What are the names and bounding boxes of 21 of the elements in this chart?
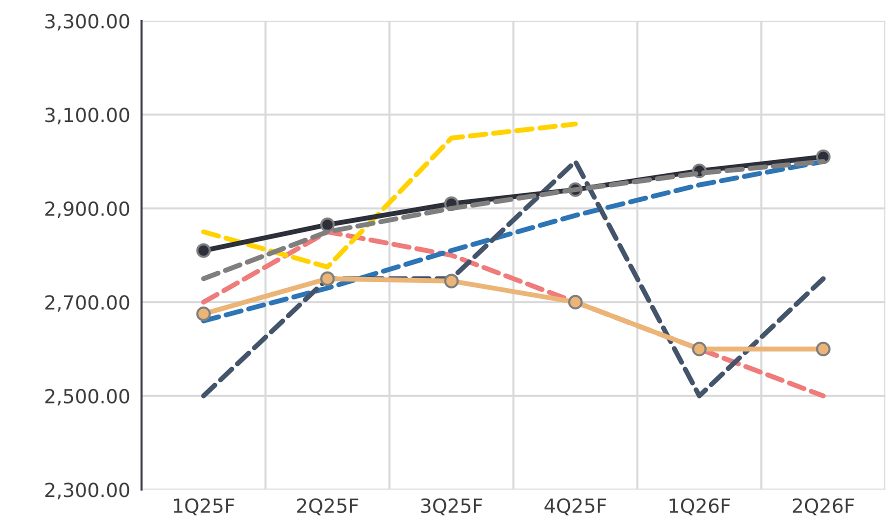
point	[196, 243, 211, 258]
y-tick-label: 2,900.00	[45, 201, 130, 218]
x-tick-label: 1Q26F	[670, 498, 730, 516]
y-tick-label: 2,300.00	[45, 482, 130, 500]
y-tick-label: 3,300.00	[45, 14, 130, 31]
y-tick-label: 2,500.00	[45, 388, 130, 406]
y-tick-label: 2,700.00	[45, 295, 130, 312]
point	[320, 217, 335, 232]
line-series	[201, 122, 578, 270]
y-tick-label: 3,100.00	[45, 108, 130, 124]
x-tick-label: 4Q25F	[544, 498, 606, 516]
x-tick-label: 1Q25F	[174, 498, 234, 516]
point	[568, 294, 583, 310]
point	[196, 306, 211, 322]
point	[320, 271, 335, 286]
point	[692, 342, 707, 356]
point	[816, 342, 831, 356]
x-tick-label: 2Q26F	[792, 498, 854, 516]
point	[444, 274, 459, 288]
x-tick-label: 3Q25F	[421, 498, 482, 516]
x-tick-label: 2Q25F	[297, 498, 358, 516]
